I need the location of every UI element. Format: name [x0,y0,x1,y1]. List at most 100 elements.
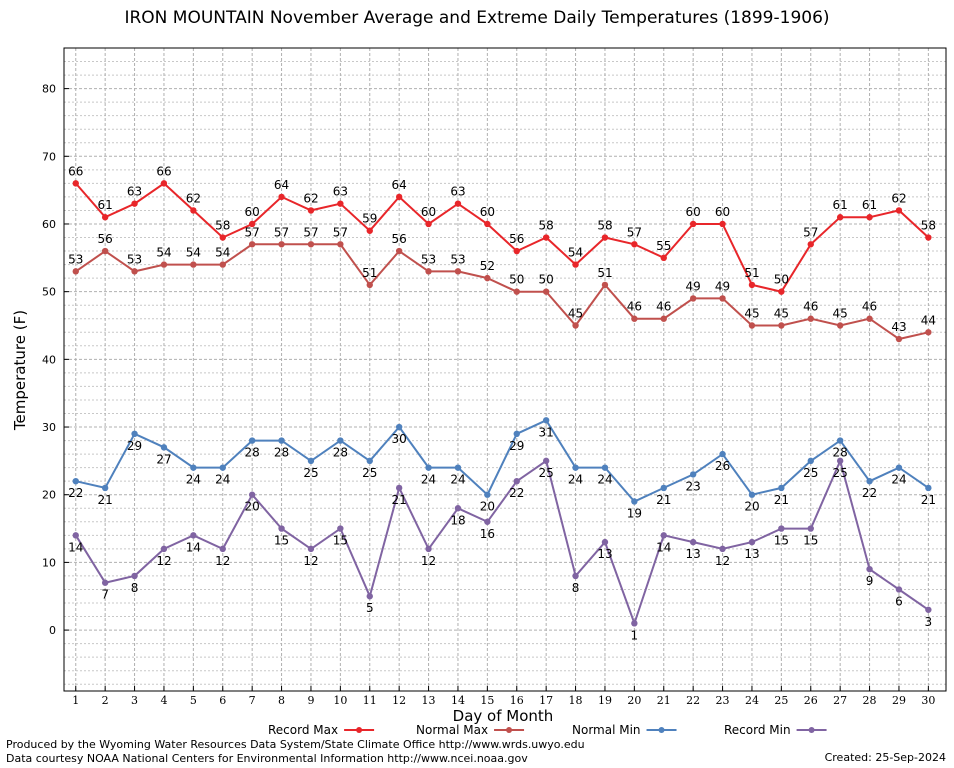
data-point [160,261,168,268]
data-label: 29 [509,439,524,453]
data-point [278,525,285,532]
data-label: 57 [627,225,642,239]
x-tick-label: 27 [833,694,847,707]
data-point [219,464,226,471]
data-label: 61 [98,198,113,212]
legend-label: Record Max [268,723,338,737]
y-tick-label: 70 [42,150,56,163]
data-point [248,241,256,248]
data-point [660,532,667,539]
data-point [895,207,903,214]
data-point [484,220,491,228]
data-label: 54 [156,246,171,260]
footer-data-source: Data courtesy NOAA National Centers for … [6,752,528,765]
data-label: 51 [597,266,612,280]
data-label: 56 [98,232,113,246]
data-label: 44 [921,313,936,327]
data-label: 13 [597,547,612,561]
data-label: 63 [333,185,348,199]
data-label: 62 [891,191,906,205]
data-point [513,430,520,437]
data-label: 58 [215,219,230,233]
data-label: 29 [127,439,142,453]
data-point [748,322,756,329]
data-point [72,532,79,539]
data-label: 58 [597,219,612,233]
series-line [75,419,929,503]
data-label: 57 [274,225,289,239]
x-tick-label: 30 [921,694,935,707]
data-point [631,241,638,248]
data-point [484,518,491,525]
data-point [631,498,638,505]
data-point [307,207,315,214]
data-label: 45 [774,307,789,321]
data-label: 7 [101,588,109,602]
data-label: 20 [245,500,260,514]
data-point [307,457,315,465]
data-point [778,484,785,492]
data-point [101,214,109,221]
data-point [748,281,756,289]
data-point [836,322,844,329]
data-label: 27 [156,452,171,466]
data-label: 46 [803,300,818,314]
data-point [689,471,697,478]
plot-frame [63,47,947,692]
data-point [748,538,756,546]
data-point [425,268,432,275]
chart-title: IRON MOUNTAIN November Average and Extre… [124,8,830,28]
data-point [895,586,903,593]
data-label: 49 [715,279,730,293]
x-tick-label: 8 [278,694,285,707]
y-tick-label: 60 [42,218,56,231]
x-tick-label: 11 [363,694,377,707]
x-tick-label: 5 [190,694,197,707]
x-tick-label: 18 [569,694,583,707]
data-label: 56 [392,232,407,246]
y-tick-label: 40 [42,353,56,366]
x-tick-label: 19 [598,694,612,707]
data-label: 54 [215,246,230,260]
data-label: 30 [392,432,407,446]
data-point [454,464,462,471]
data-point [484,274,491,282]
series-line [75,182,930,293]
data-point [72,477,79,485]
x-tick-label: 29 [892,694,906,707]
data-point [337,200,344,207]
data-label: 46 [656,300,671,314]
data-label: 18 [450,513,465,527]
x-tick-label: 1 [72,694,79,707]
data-point [101,247,109,255]
data-label: 28 [833,446,848,460]
data-label: 28 [245,446,260,460]
data-label: 12 [715,554,730,568]
data-point [572,261,579,268]
data-point [542,234,550,241]
data-point [689,220,697,228]
data-point [572,464,579,471]
series-line [75,243,929,341]
data-label: 25 [803,466,818,480]
data-label: 60 [715,205,730,219]
data-label: 60 [480,205,495,219]
data-point [307,241,315,248]
data-label: 12 [303,554,318,568]
legend: Record Max Normal Max Normal Min Record Min [268,723,827,737]
data-point [572,322,579,329]
data-label: 50 [774,273,789,287]
data-label: 58 [921,219,936,233]
data-point [778,322,785,329]
data-label: 13 [744,547,759,561]
data-point [513,477,520,485]
data-point [601,281,609,289]
data-label: 24 [186,473,201,487]
data-label: 57 [333,225,348,239]
data-label: 21 [656,493,671,507]
data-label: 15 [774,534,789,548]
data-point [631,315,638,322]
data-point [395,423,403,431]
